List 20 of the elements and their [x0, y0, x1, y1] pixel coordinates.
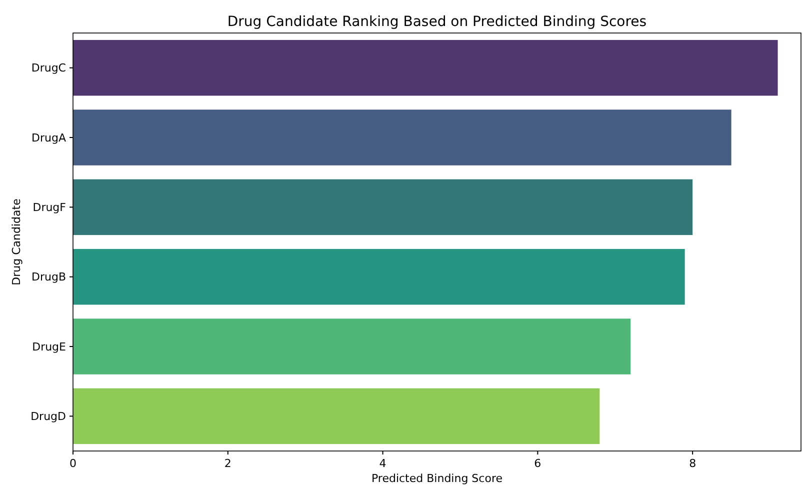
y-axis-title: Drug Candidate — [10, 198, 23, 286]
x-axis-title: Predicted Binding Score — [371, 472, 503, 485]
x-tick-label: 0 — [70, 457, 76, 470]
bar — [73, 40, 778, 96]
y-tick-label: DrugB — [32, 270, 66, 284]
bar — [73, 388, 600, 444]
y-tick-label: DrugC — [31, 62, 66, 75]
y-tick-label: DrugA — [32, 131, 66, 144]
bar — [73, 318, 631, 374]
y-tick-label: DrugD — [30, 410, 66, 424]
x-tick-label: 8 — [689, 457, 696, 470]
bar — [73, 248, 685, 305]
chart-title: Drug Candidate Ranking Based on Predicted Binding Scores — [227, 14, 647, 30]
x-tick-label: 4 — [379, 457, 386, 470]
x-tick-label: 2 — [224, 457, 232, 470]
y-tick-label: DrugE — [32, 340, 66, 354]
bar — [73, 110, 732, 166]
y-tick-label: DrugF — [32, 201, 66, 214]
bar — [73, 179, 693, 236]
x-tick-label: 6 — [534, 457, 542, 470]
